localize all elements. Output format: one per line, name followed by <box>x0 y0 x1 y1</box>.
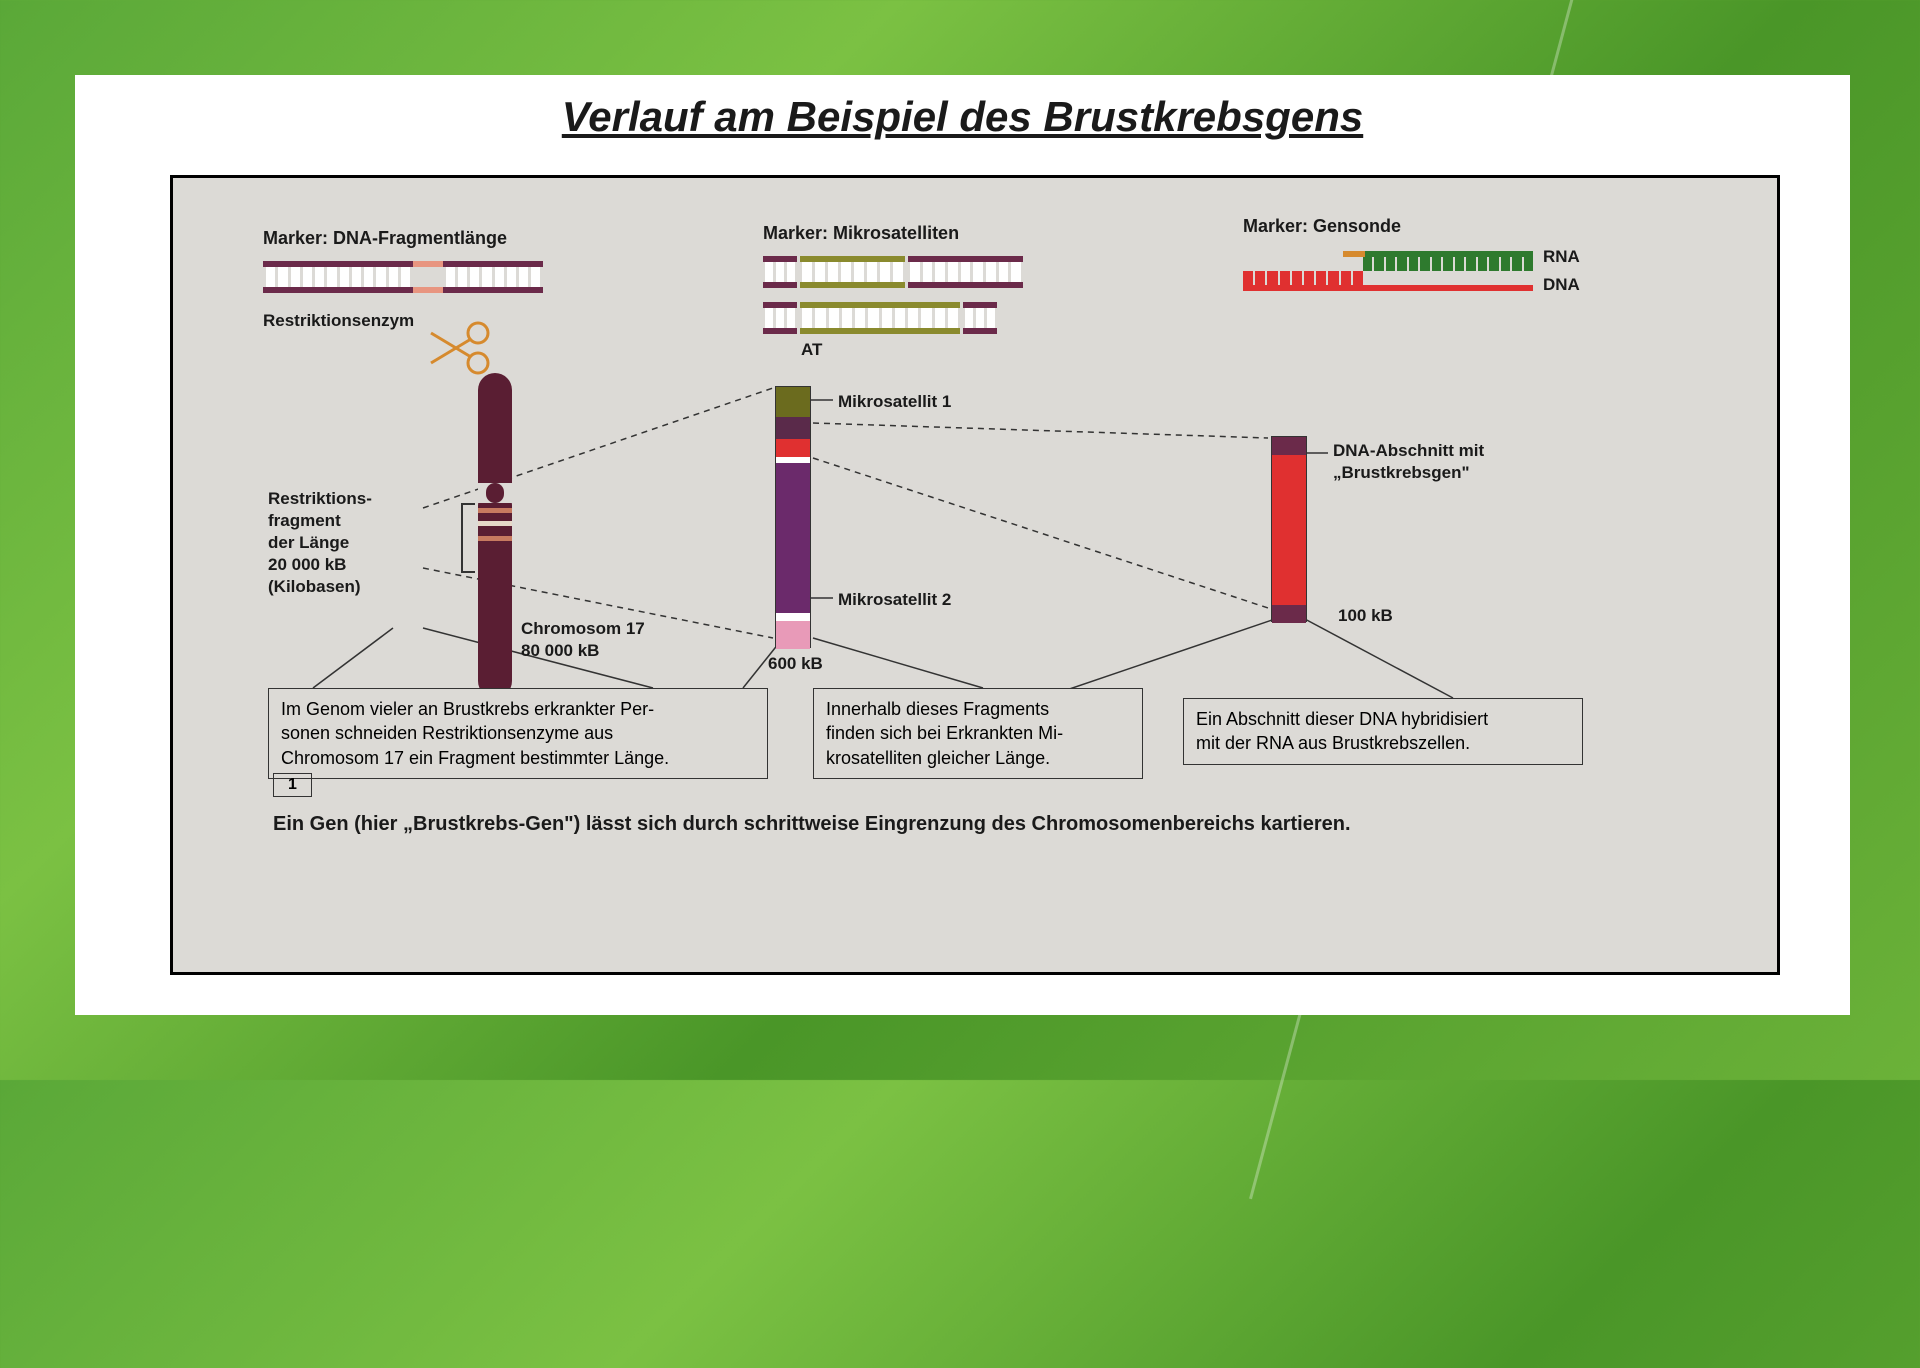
column-1: Marker: DNA-Fragmentlänge <box>263 228 683 331</box>
col2-textbox: Innerhalb dieses Fragments finden sich b… <box>813 688 1143 779</box>
col3-rna-label: RNA <box>1543 247 1580 267</box>
slide-container: Verlauf am Beispiel des Brustkrebsgens <box>75 75 1850 1015</box>
col3-rna-dna-probe: RNA DNA <box>1243 251 1663 301</box>
col1-dna-strand <box>263 261 683 293</box>
centromere-fill <box>486 483 504 503</box>
column-2: Marker: Mikrosatelliten AT <box>763 223 1103 360</box>
col1-chromosome-label: Chromosom 17 80 000 kB <box>521 618 645 662</box>
col3-marker-label: Marker: Gensonde <box>1243 216 1663 237</box>
chromosome-bottom <box>478 488 512 698</box>
col2-size-label: 600 kB <box>768 654 823 674</box>
col2-strand-1 <box>763 256 1103 288</box>
column-3: Marker: Gensonde RNA DNA <box>1243 216 1663 301</box>
diagram-panel: Marker: DNA-Fragmentlänge <box>170 175 1780 975</box>
col2-strand-2 <box>763 302 1103 334</box>
col2-micro1-label: Mikrosatellit 1 <box>838 392 951 412</box>
col3-section-label: DNA-Abschnitt mit „Brustkrebsgen" <box>1333 440 1484 484</box>
slide-title: Verlauf am Beispiel des Brustkrebsgens <box>75 75 1850 151</box>
col1-fragment-label: Restriktions- fragment der Länge 20 000 … <box>268 488 438 598</box>
diagram-caption: Ein Gen (hier „Brustkrebs-Gen") lässt si… <box>273 813 1351 836</box>
col3-textbox: Ein Abschnitt dieser DNA hybridisiert mi… <box>1183 698 1583 765</box>
col2-at-label: AT <box>801 340 1103 360</box>
col2-marker-label: Marker: Mikrosatelliten <box>763 223 1103 244</box>
col3-dna-label: DNA <box>1543 275 1580 295</box>
col2-micro2-label: Mikrosatellit 2 <box>838 590 951 610</box>
fragment-bracket <box>461 503 475 573</box>
col2-fragment-bar <box>775 386 811 648</box>
col1-marker-label: Marker: DNA-Fragmentlänge <box>263 228 683 249</box>
col1-textbox: Im Genom vieler an Brustkrebs erkrankter… <box>268 688 768 779</box>
col3-size-label: 100 kB <box>1338 606 1393 626</box>
col3-fragment-bar <box>1271 436 1307 622</box>
page-number: 1 <box>273 773 312 797</box>
